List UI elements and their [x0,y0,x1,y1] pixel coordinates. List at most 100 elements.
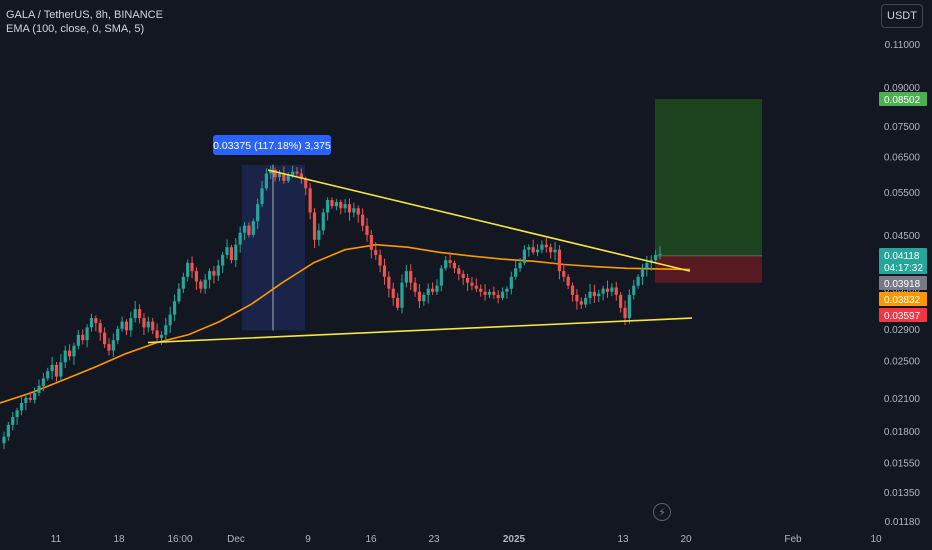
candle-body [19,402,24,411]
price-tick-label: 0.07500 [884,122,921,133]
candle-body [207,271,212,280]
candle-body [203,279,207,289]
time-tick-label: 2025 [503,534,526,545]
candle-body [549,247,553,253]
price-tick-label: 0.04500 [884,231,921,242]
candle-body [308,188,312,213]
candle-body [59,362,63,377]
time-tick-label: Dec [227,534,245,545]
candle-body [413,282,417,292]
candle-body [28,397,32,400]
price-label: 0.03918 [884,279,921,290]
countdown-label: 04:17:32 [884,263,923,274]
measure-box [242,164,305,331]
price-tick-label: 0.06500 [884,152,921,163]
candle-body [391,288,395,299]
candle-body [544,244,548,248]
candle-body [221,254,225,266]
candle-body [212,271,216,276]
candle-body [636,276,640,286]
candle-body [317,230,321,240]
price-tick-label: 0.01350 [884,488,921,499]
candle-body [120,321,124,329]
time-tick-label: 16 [365,534,377,545]
price-tick-label: 0.02900 [884,325,921,336]
candle-body [409,271,413,283]
candle-body [2,436,6,444]
candle-body [116,328,120,341]
candle-body [584,298,588,305]
time-tick-label: 20 [680,534,692,545]
candle-body [33,392,37,400]
candle-body [186,262,190,277]
candle-body [470,282,474,286]
candle-body [264,173,268,189]
candle-body [155,330,159,338]
candle-body [129,318,133,331]
price-labels: 0.085020.0411804:17:320.039180.038320.03… [879,92,927,322]
candle-body [356,208,360,215]
indicator-label[interactable]: EMA (100, close, 0, SMA, 5) [6,23,145,35]
candle-body [592,291,596,297]
price-label-bg [879,92,927,106]
candle-body [124,321,129,331]
candle-body [50,364,54,372]
symbol-title[interactable]: GALA / TetherUS, 8h, BINANCE [6,9,163,21]
price-tick-label: 0.03500 [884,285,921,296]
candle-body [277,173,282,178]
candle-body [487,291,492,295]
price-tick-label: 0.11000 [885,40,921,51]
candle-body [553,249,557,253]
candle-body [260,188,264,205]
time-tick-label: 23 [428,534,440,545]
candle-body [151,321,155,331]
candle-body [81,334,85,341]
candle-body [396,298,400,308]
time-axis[interactable]: 11 18 16:00 Dec 9 16 23 2025 13 20 Feb 10 [51,534,882,545]
candle-body [632,285,636,295]
candle-body [496,294,500,299]
candle-body [304,178,308,189]
time-tick-label: Feb [784,534,802,545]
candle-body [242,225,247,233]
candle-body [619,294,623,308]
candle-body [614,287,618,295]
candle-body [146,321,150,328]
price-range-measure[interactable]: 0.03375 (117.18%) 3,375 [213,135,331,331]
candle-body [46,371,50,379]
candle-body [479,288,483,292]
candle-body [597,293,601,297]
candle-body [326,200,330,213]
price-label-bg [879,308,927,322]
lightning-icon[interactable]: ⚡︎ [653,503,671,521]
candle-body [382,265,387,277]
candle-body [199,281,203,289]
candle-body [610,287,614,292]
price-label-bg [879,248,927,274]
candle-body [500,291,505,299]
candle-body [570,285,575,295]
price-label: 0.04118 [884,251,920,262]
candle-body [557,249,562,272]
currency-button[interactable]: USDT [881,4,923,28]
candle-body [177,288,181,302]
price-tick-label: 0.01180 [885,517,921,528]
candle-body [444,260,448,269]
trendlines[interactable] [147,169,693,344]
price-tick-label: 0.02100 [884,394,921,405]
candle-body [352,208,356,213]
candle-body [492,291,496,295]
candle-body [627,294,631,319]
price-tick-label: 0.05500 [884,188,921,199]
chart-legend: GALA / TetherUS, 8h, BINANCE EMA (100, c… [6,8,163,36]
price-label-bg [879,276,927,290]
candle-body [72,345,76,357]
candles [2,165,662,450]
candle-body [535,249,540,253]
price-label-bg [879,292,927,306]
candle-body [256,204,260,222]
candle-body [457,268,461,274]
price-axis[interactable]: 0.11000 0.09000 0.07500 0.06500 0.05500 0.045… [884,40,921,528]
long-position-zones[interactable] [655,99,762,283]
